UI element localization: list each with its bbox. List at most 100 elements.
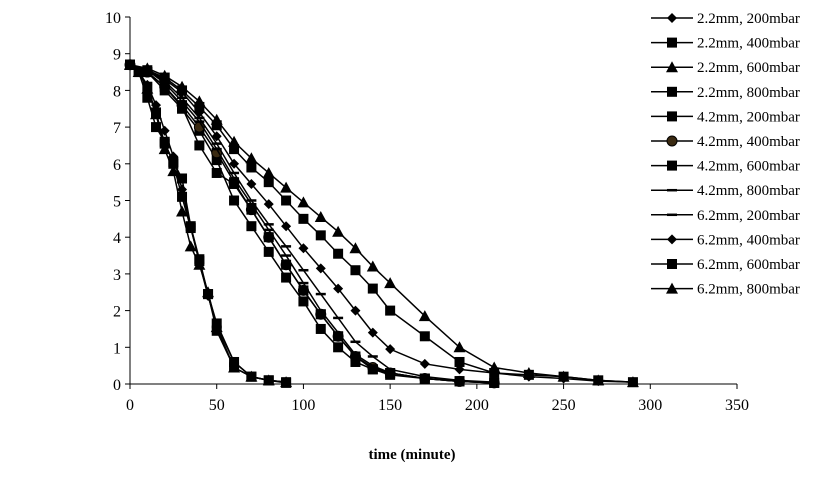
data-point <box>141 62 154 74</box>
legend-label: 6.2mm, 200mbar <box>697 208 800 224</box>
legend-label: 2.2mm, 200mbar <box>697 11 800 27</box>
data-point <box>263 246 274 257</box>
legend-item: 4.2mm, 200mbar <box>651 109 800 125</box>
legend-label: 4.2mm, 600mbar <box>697 159 800 175</box>
data-point <box>281 195 292 206</box>
data-point <box>592 374 605 386</box>
data-point <box>298 285 309 296</box>
data-point <box>367 283 378 294</box>
data-point <box>194 256 205 267</box>
legend-marker <box>666 282 678 294</box>
data-point <box>315 230 326 241</box>
series-7 <box>125 59 500 388</box>
data-point <box>246 204 257 215</box>
data-point <box>246 162 257 173</box>
legend-item: 4.2mm, 400mbar <box>651 134 800 150</box>
data-point <box>263 232 274 243</box>
data-point <box>626 376 639 388</box>
x-tick-label: 300 <box>638 397 662 414</box>
data-point <box>281 259 292 270</box>
data-point <box>315 309 326 320</box>
x-tick-label: 150 <box>378 397 402 414</box>
data-point <box>229 144 240 155</box>
series-11 <box>125 59 638 388</box>
data-point <box>315 323 326 334</box>
data-point <box>177 173 188 184</box>
x-axis-title: time (minute) <box>368 447 455 463</box>
y-tick-label: 3 <box>113 267 121 284</box>
legend: 2.2mm, 200mbar 2.2mm, 400mbar 2.2mm, 600mb… <box>651 11 800 298</box>
data-point <box>151 122 162 133</box>
x-tick-label: 0 <box>126 397 134 414</box>
data-point <box>228 135 241 147</box>
legend-item: 6.2mm, 600mbar <box>651 257 800 273</box>
y-tick-label: 6 <box>113 157 121 174</box>
legend-marker <box>667 259 677 269</box>
data-point <box>211 325 222 336</box>
data-point <box>557 370 570 382</box>
data-point <box>281 272 292 283</box>
data-point <box>350 305 361 316</box>
data-point <box>298 213 309 224</box>
data-point <box>418 310 431 322</box>
data-point <box>333 331 344 342</box>
data-point <box>159 81 170 92</box>
data-point <box>211 120 222 131</box>
data-point <box>333 248 344 259</box>
data-point <box>184 240 197 252</box>
data-point <box>176 80 189 92</box>
data-point <box>332 225 345 237</box>
legend-label: 2.2mm, 400mbar <box>697 36 800 52</box>
data-point <box>246 221 257 232</box>
data-point <box>246 371 257 382</box>
x-tick-label: 250 <box>552 397 576 414</box>
series-layer <box>124 58 639 389</box>
data-point <box>280 181 293 193</box>
data-point <box>350 356 361 367</box>
data-point <box>263 177 274 188</box>
series-line <box>129 63 633 383</box>
legend-item: 2.2mm, 400mbar <box>651 36 800 52</box>
data-point <box>333 283 344 294</box>
legend-marker <box>667 13 677 23</box>
data-point <box>333 342 344 353</box>
data-point <box>419 331 430 342</box>
data-point <box>263 375 274 386</box>
legend-item: 6.2mm, 400mbar <box>651 232 800 248</box>
data-point <box>245 152 258 164</box>
data-point <box>185 223 196 234</box>
legend-label: 4.2mm, 200mbar <box>697 109 800 125</box>
legend-item: 6.2mm, 800mbar <box>651 282 800 298</box>
data-point <box>263 199 274 210</box>
legend-item: 2.2mm, 600mbar <box>651 60 800 76</box>
legend-marker <box>667 111 677 122</box>
data-point <box>211 131 222 142</box>
data-point <box>158 69 171 81</box>
data-point <box>229 195 240 206</box>
y-tick-label: 10 <box>105 10 121 27</box>
y-tick-label: 2 <box>113 304 121 321</box>
legend-label: 2.2mm, 600mbar <box>697 60 800 76</box>
data-point <box>454 356 465 367</box>
data-point <box>315 263 326 274</box>
x-tick-label: 200 <box>465 397 489 414</box>
legend-item: 2.2mm, 200mbar <box>651 11 800 27</box>
data-point <box>350 351 361 362</box>
data-point <box>281 377 292 388</box>
x-tick-label: 100 <box>291 397 315 414</box>
legend-item: 4.2mm, 600mbar <box>651 159 800 175</box>
data-point <box>229 362 240 373</box>
data-point <box>281 221 292 232</box>
legend-item: 2.2mm, 800mbar <box>651 85 800 101</box>
data-point <box>246 178 257 189</box>
data-point <box>229 158 240 169</box>
data-point <box>298 243 309 254</box>
y-tick-label: 0 <box>113 377 121 394</box>
data-point <box>176 205 189 217</box>
data-point <box>367 364 378 375</box>
data-point <box>194 140 205 151</box>
legend-item: 4.2mm, 800mbar <box>651 183 800 199</box>
data-point <box>168 158 179 169</box>
data-point <box>367 327 378 338</box>
data-point <box>384 277 397 289</box>
